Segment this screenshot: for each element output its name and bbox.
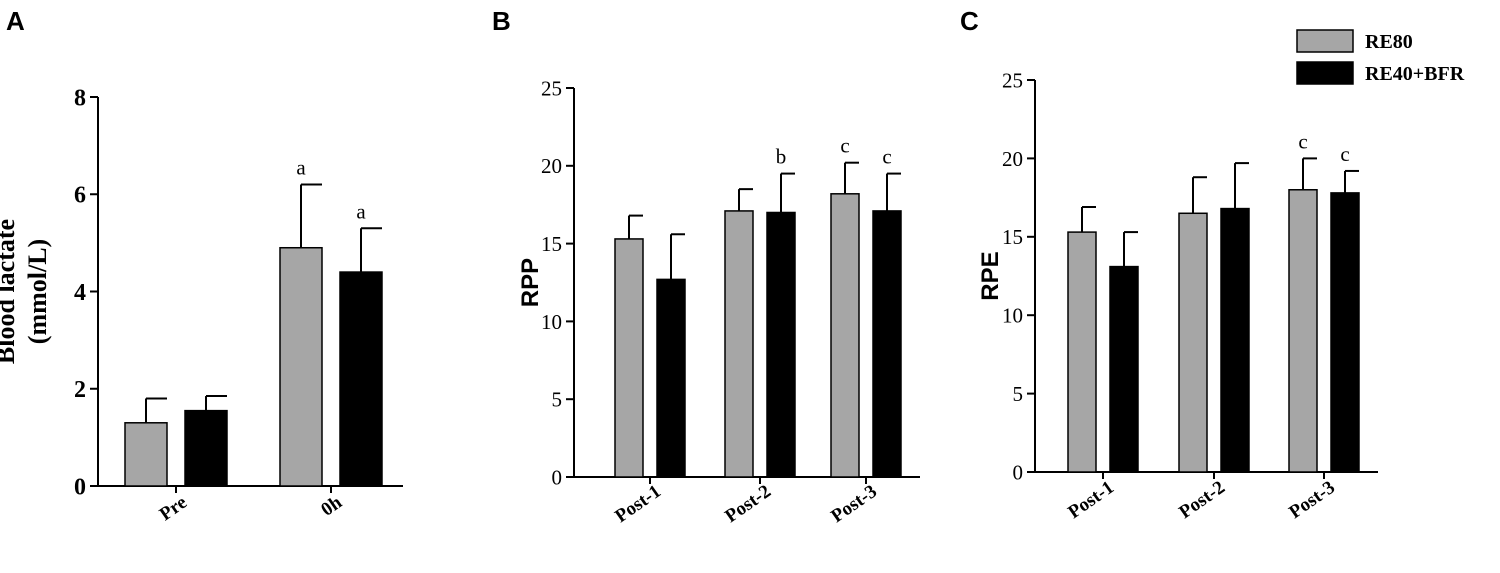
y-axis-title: Blood lactate [0, 219, 20, 364]
significance-label: a [296, 156, 306, 180]
bar-re40-bfr-post-3 [1330, 192, 1360, 473]
panel-letter: C [960, 6, 979, 36]
bar-re80-post-1 [614, 238, 644, 478]
significance-label: a [356, 199, 366, 223]
y-tick-label: 5 [1013, 382, 1024, 406]
panel-b: B 0 5 10 15 20 25 RPP Post-1 b Post-2 c c Post-3 [492, 6, 920, 527]
x-tick-label: Post-2 [721, 481, 775, 527]
x-tick-label: Pre [156, 492, 191, 525]
bar-re80-0h [279, 246, 323, 487]
bar-re40-bfr-post-2 [1220, 207, 1250, 473]
significance-label: b [776, 145, 787, 169]
legend-label: RE40+BFR [1365, 63, 1465, 85]
x-tick-label: Post-2 [1175, 477, 1229, 523]
significance-label: c [882, 145, 891, 169]
y-tick-label: 15 [1002, 225, 1023, 249]
significance-label: c [1298, 129, 1307, 153]
y-axis-title: RPE [977, 251, 1004, 300]
panels: A 0 2 4 6 8 Blood lactate (mmol/L) Pre a a 0h B 0 5 10 1… [0, 6, 1378, 527]
legend-label: RE80 [1365, 31, 1413, 53]
y-tick-label: 10 [541, 310, 562, 334]
bar-re80-post-2 [724, 210, 754, 478]
y-tick-label: 0 [74, 474, 86, 500]
panel-c: C 0 5 10 15 20 25 RPE Post-1 Post-2 c c Post-3 [960, 6, 1378, 523]
panel-letter: B [492, 6, 511, 36]
legend-swatch [1296, 29, 1354, 53]
y-tick-label: 25 [541, 76, 562, 100]
y-tick-label: 15 [541, 232, 562, 256]
panel-a: A 0 2 4 6 8 Blood lactate (mmol/L) Pre a a 0h [0, 6, 403, 525]
y-tick-label: 8 [74, 85, 86, 111]
bar-re80-post-2 [1178, 212, 1208, 473]
x-tick-label: Post-1 [1064, 477, 1118, 523]
bar-re80-post-3 [830, 193, 860, 478]
y-tick-label: 10 [1002, 304, 1023, 328]
y-tick-label: 2 [74, 377, 86, 403]
x-tick-label: Post-3 [1285, 477, 1339, 523]
bar-re80-post-1 [1067, 231, 1097, 473]
panel-letter: A [6, 6, 25, 36]
x-tick-label: 0h [317, 492, 346, 521]
y-tick-label: 25 [1002, 68, 1023, 92]
y-tick-label: 5 [552, 388, 563, 412]
significance-label: c [840, 134, 849, 158]
y-tick-label: 0 [1013, 460, 1024, 484]
bar-re40-bfr-post-1 [656, 278, 686, 478]
bar-re40-bfr-0h [339, 271, 383, 487]
bar-re40-bfr-post-2 [766, 211, 796, 478]
y-tick-label: 20 [1002, 147, 1023, 171]
significance-label: c [1340, 142, 1349, 166]
y-axis-title: (mmol/L) [23, 239, 52, 344]
x-tick-label: Post-3 [827, 481, 881, 527]
legend: RE80 RE40+BFR [1296, 29, 1465, 85]
bar-re80-post-3 [1288, 189, 1318, 473]
y-tick-label: 6 [74, 183, 86, 209]
y-axis-title: RPP [517, 258, 544, 307]
bar-re40-bfr-post-3 [872, 210, 902, 478]
bar-re40-bfr-pre [184, 409, 228, 487]
legend-swatch [1296, 61, 1354, 85]
y-tick-label: 4 [74, 280, 86, 306]
bar-re80-pre [124, 422, 168, 487]
bar-re40-bfr-post-1 [1109, 265, 1139, 473]
x-tick-label: Post-1 [611, 481, 665, 527]
y-tick-label: 20 [541, 154, 562, 178]
y-tick-label: 0 [552, 465, 563, 489]
